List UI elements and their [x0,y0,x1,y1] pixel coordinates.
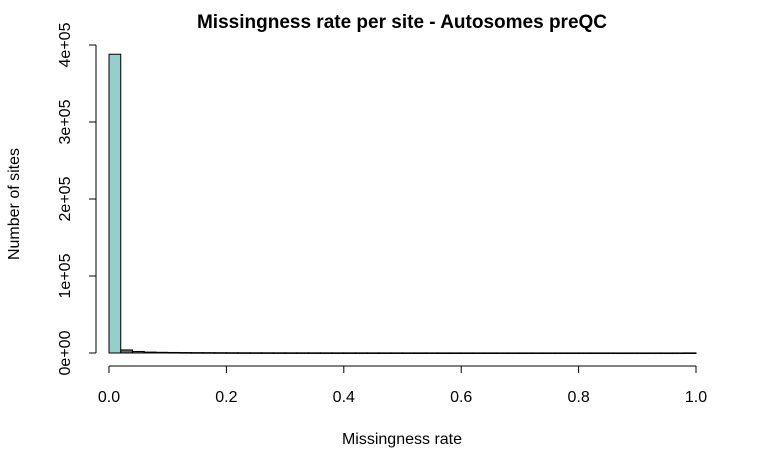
histogram-bar [178,352,192,354]
histogram-bar [378,352,392,354]
histogram-bar [601,352,615,355]
histogram-bar [672,352,685,355]
histogram-bar [402,352,415,354]
histogram-bar [261,352,274,354]
histogram-bar [425,352,439,354]
histogram-bar [413,352,427,354]
histogram-bar [507,352,521,355]
histogram-bar [542,352,556,355]
histogram-bar [143,351,157,354]
x-tick-label: 0.8 [567,389,589,406]
y-tick-label: 4e+05 [57,22,74,67]
histogram-bar [648,352,662,355]
histogram-bar [108,53,122,354]
histogram-bar [578,352,591,355]
histogram-bar [448,352,462,354]
histogram-bar [531,352,544,355]
histogram-bar [625,352,638,355]
histogram-bar [272,352,286,354]
histogram-bar [167,351,180,354]
x-tick-label: 0.6 [450,389,472,406]
chart-title: Missingness rate per site - Autosomes pr… [197,12,607,33]
histogram-bar [190,352,204,354]
y-axis-ticks: 0e+00 1e+05 2e+05 3e+05 4e+05 [57,22,96,375]
histogram-bar [636,352,650,355]
histogram-bar [460,352,474,354]
histogram-bar [519,352,533,355]
histogram-bar [484,352,497,354]
histogram-bar [343,352,357,354]
histogram-bar [249,352,263,354]
histogram-bar [308,352,321,354]
histogram-bar [284,352,298,354]
x-tick-label: 1.0 [685,389,707,406]
histogram-bar [660,352,674,355]
histogram-bar [437,352,450,354]
y-tick-label: 3e+05 [57,99,74,144]
x-tick-label: 0.0 [98,389,120,406]
x-tick-label: 0.4 [333,389,355,406]
x-axis-label: Missingness rate [342,431,462,448]
histogram-bar [495,352,509,355]
histogram-bar [225,352,239,354]
histogram-bar [554,352,568,355]
y-tick-label: 0e+00 [57,330,74,375]
histogram-bar [390,352,404,354]
histogram-bar [613,352,627,355]
histogram-bar [131,350,145,354]
histogram-bars [108,53,697,355]
histogram-bar [472,352,486,354]
histogram-bar [237,352,251,354]
x-tick-label: 0.2 [215,389,237,406]
histogram-bar [296,352,310,354]
histogram-bar [355,352,368,354]
histogram-bar [319,352,333,354]
y-axis-label: Number of sites [6,148,23,260]
y-tick-label: 1e+05 [57,253,74,298]
histogram-bar [366,352,380,354]
histogram-bar [120,349,133,354]
histogram-bar [214,352,227,354]
histogram-bar [566,352,580,355]
x-axis-ticks: 0.0 0.2 0.4 0.6 0.8 1.0 [98,366,707,406]
histogram-bar [155,351,169,354]
histogram-bar [589,352,603,355]
y-tick-label: 2e+05 [57,176,74,221]
histogram-bar [331,352,345,354]
histogram-bar [202,352,216,354]
histogram-bar [683,352,697,354]
